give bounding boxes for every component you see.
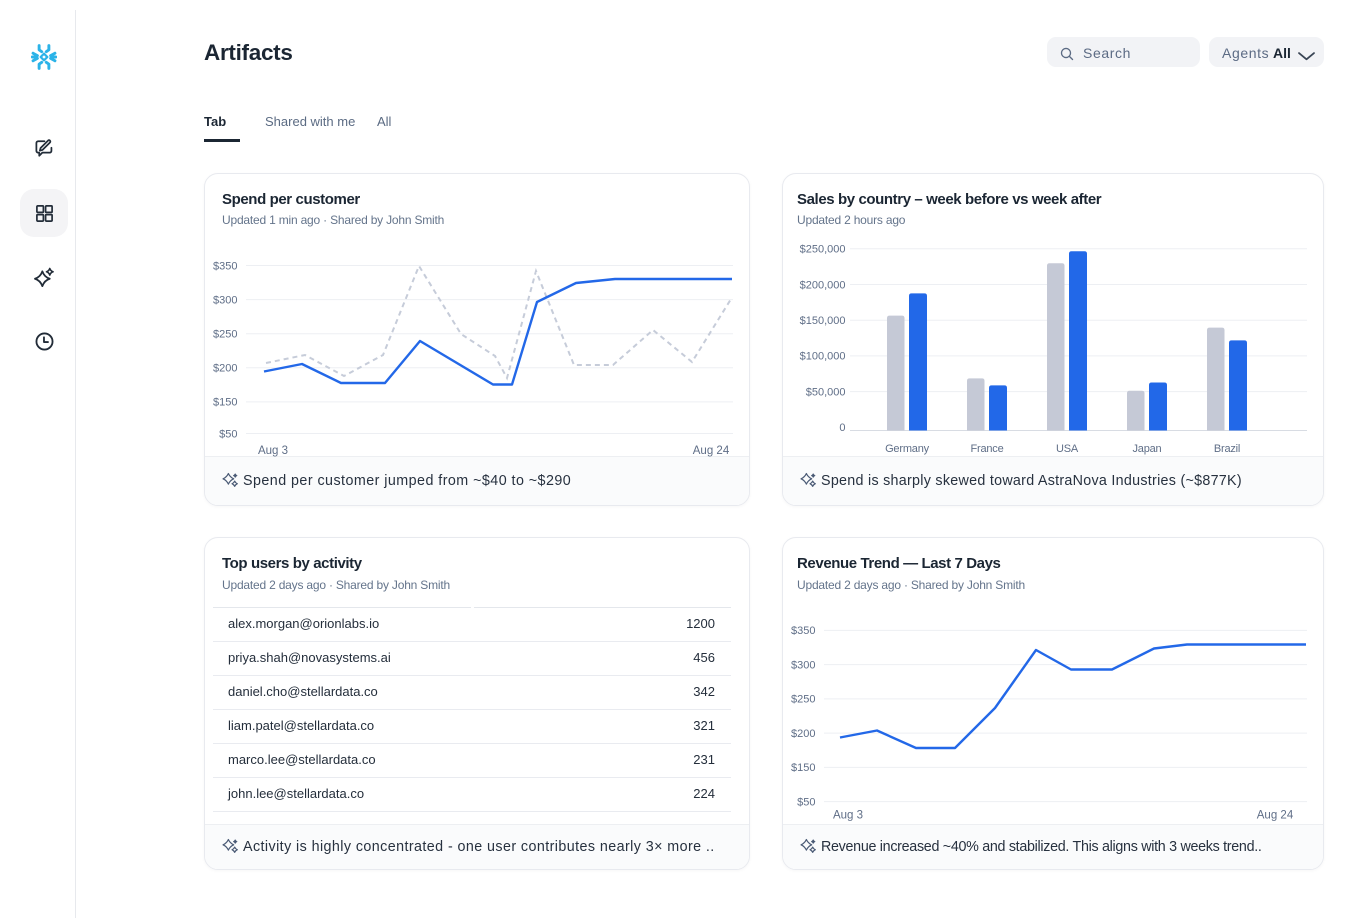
svg-text:Japan: Japan bbox=[1133, 443, 1162, 455]
svg-text:$300: $300 bbox=[213, 294, 237, 306]
svg-text:$200: $200 bbox=[213, 363, 237, 375]
svg-text:Aug 3: Aug 3 bbox=[258, 445, 288, 457]
svg-text:$100,000: $100,000 bbox=[800, 351, 846, 363]
svg-text:$250,000: $250,000 bbox=[800, 244, 846, 256]
svg-text:Brazil: Brazil bbox=[1214, 443, 1240, 455]
svg-text:Aug 3: Aug 3 bbox=[833, 810, 863, 822]
svg-text:France: France bbox=[970, 443, 1003, 455]
svg-text:$250: $250 bbox=[791, 694, 815, 706]
svg-text:$50: $50 bbox=[797, 796, 815, 808]
svg-text:0: 0 bbox=[839, 422, 845, 434]
svg-text:$250: $250 bbox=[213, 329, 237, 341]
svg-text:$150,000: $150,000 bbox=[800, 315, 846, 327]
svg-text:$50: $50 bbox=[219, 428, 237, 440]
svg-text:USA: USA bbox=[1056, 443, 1079, 455]
svg-text:Germany: Germany bbox=[885, 443, 930, 455]
svg-text:$200,000: $200,000 bbox=[800, 279, 846, 291]
svg-text:Aug 24: Aug 24 bbox=[693, 445, 730, 457]
svg-text:$150: $150 bbox=[791, 762, 815, 774]
svg-text:$350: $350 bbox=[213, 260, 237, 272]
svg-text:$300: $300 bbox=[791, 659, 815, 671]
svg-text:$50,000: $50,000 bbox=[806, 386, 846, 398]
svg-text:Aug 24: Aug 24 bbox=[1257, 810, 1294, 822]
svg-text:$350: $350 bbox=[791, 625, 815, 637]
svg-text:$150: $150 bbox=[213, 397, 237, 409]
svg-text:$200: $200 bbox=[791, 728, 815, 740]
